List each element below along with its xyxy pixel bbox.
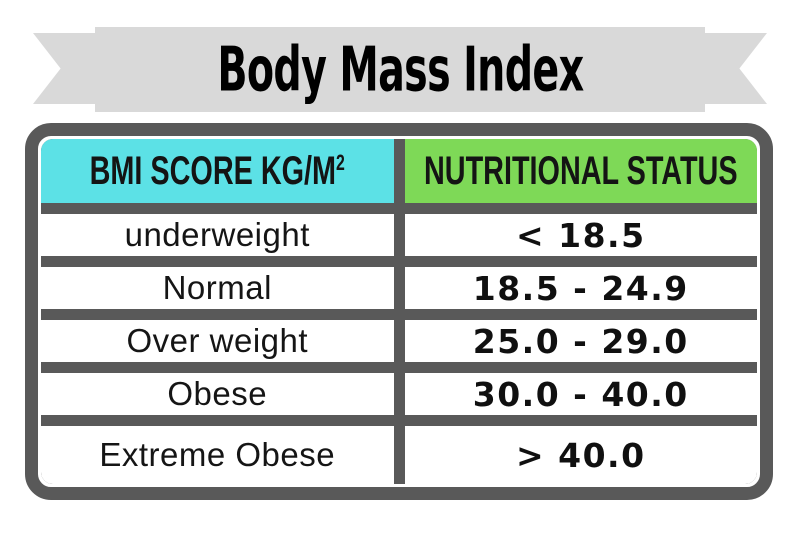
header-cell-bmi-score: BMI SCORE KG/M2 <box>41 139 394 203</box>
row-obese-value: 30.0 - 40.0 <box>472 374 689 414</box>
row-normal-value-cell: 18.5 - 24.9 <box>404 267 757 309</box>
header-cell-nutritional-status: NUTRITIONAL STATUS <box>404 139 757 203</box>
row-obese-label: Obese <box>167 375 268 412</box>
row-underweight-value-cell: < 18.5 <box>404 214 757 256</box>
row-obese-value-cell: 30.0 - 40.0 <box>404 373 757 415</box>
row-extreme-obese-value-cell: > 40.0 <box>404 426 757 484</box>
header-bmi-score-text: BMI SCORE KG/M <box>89 148 337 193</box>
row-underweight-label-cell: underweight <box>41 214 394 256</box>
row-obese-label-cell: Obese <box>41 373 394 415</box>
row-overweight-value-cell: 25.0 - 29.0 <box>404 320 757 362</box>
bmi-table: BMI SCORE KG/M2 NUTRITIONAL STATUS under… <box>25 123 773 500</box>
row-normal-value: 18.5 - 24.9 <box>472 268 689 308</box>
row-underweight-label: underweight <box>124 216 310 253</box>
page-title: Body Mass Index <box>216 33 584 106</box>
row-overweight-label: Over weight <box>126 322 309 359</box>
row-overweight-value: 25.0 - 29.0 <box>472 321 689 361</box>
row-normal-label: Normal <box>162 269 272 306</box>
title-ribbon: Body Mass Index <box>0 0 800 120</box>
header-label-nutritional-status: NUTRITIONAL STATUS <box>423 148 738 193</box>
title-banner: Body Mass Index <box>95 27 705 112</box>
row-underweight-value: < 18.5 <box>515 215 646 255</box>
row-overweight-label-cell: Over weight <box>41 320 394 362</box>
bmi-table-grid: BMI SCORE KG/M2 NUTRITIONAL STATUS under… <box>41 139 757 484</box>
header-superscript-2: 2 <box>336 149 345 175</box>
row-extreme-obese-value: > 40.0 <box>515 435 646 475</box>
row-normal-label-cell: Normal <box>41 267 394 309</box>
header-label-bmi-score: BMI SCORE KG/M2 <box>90 149 345 194</box>
row-extreme-obese-label: Extreme Obese <box>99 436 336 473</box>
row-extreme-obese-label-cell: Extreme Obese <box>41 426 394 484</box>
